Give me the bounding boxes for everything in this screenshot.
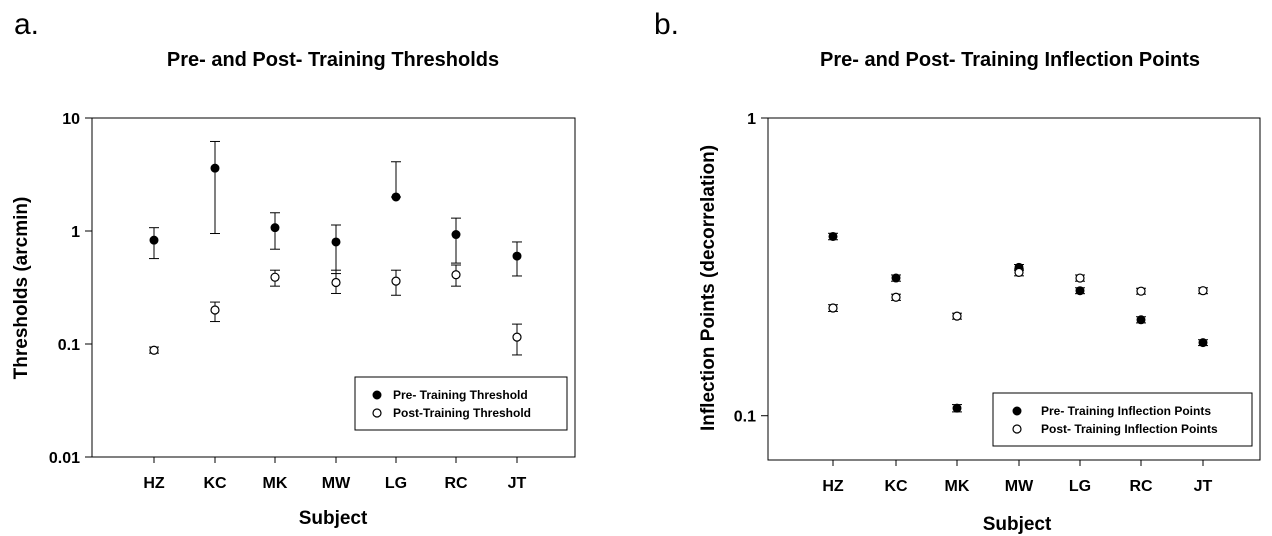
chart-a-x-axis-label: Subject	[299, 508, 368, 529]
chart-b-y-axis-label: Inflection Points (decorrelation)	[698, 145, 719, 431]
x-tick-label: RC	[1129, 478, 1153, 495]
data-point-pre	[331, 237, 341, 247]
x-tick-label: JT	[1194, 478, 1213, 495]
y-tick-label: 1	[747, 111, 756, 128]
panel-b-letter: b.	[654, 8, 679, 41]
x-tick-label: MK	[263, 475, 288, 492]
chart-a-y-ticks: 0.01 0.1 1 10	[49, 111, 92, 467]
legend-b-pre-label: Pre- Training Inflection Points	[1041, 404, 1211, 418]
legend-a-pre-label: Pre- Training Threshold	[393, 388, 528, 402]
x-tick-label: MW	[1005, 478, 1034, 495]
data-point-post	[149, 345, 159, 355]
y-tick-label: 0.1	[58, 337, 80, 354]
data-point-post	[210, 305, 220, 315]
data-point-post	[512, 332, 522, 342]
data-point-pre	[149, 235, 159, 245]
data-point-pre	[270, 223, 280, 233]
chart-b-legend-box	[992, 392, 1253, 447]
chart-a-title: Pre- and Post- Training Thresholds	[167, 49, 499, 71]
chart-a-x-ticks: HZ KC MK MW LG RC JT	[143, 457, 527, 492]
x-tick-label: MW	[322, 475, 351, 492]
error-bar	[391, 161, 401, 198]
chart-b-marks	[828, 231, 1208, 413]
data-point-post	[451, 270, 461, 280]
x-tick-label: MK	[945, 478, 970, 495]
data-point-pre	[512, 251, 522, 261]
x-tick-label: RC	[444, 475, 468, 492]
y-tick-label: 0.01	[49, 450, 80, 467]
x-tick-label: LG	[385, 475, 407, 492]
legend-a-post-label: Post-Training Threshold	[393, 406, 531, 420]
y-tick-label: 1	[71, 224, 80, 241]
error-bar	[451, 217, 461, 264]
error-bar	[331, 224, 341, 275]
data-point-pre	[451, 230, 461, 240]
data-point-post	[828, 303, 838, 313]
data-point-pre	[828, 231, 838, 241]
data-point-post	[1075, 273, 1085, 283]
data-point-post	[1136, 286, 1146, 296]
data-point-pre	[952, 403, 962, 413]
data-point-pre	[891, 273, 901, 283]
chart-a-legend: Pre- Training Threshold Post-Training Th…	[354, 376, 568, 431]
chart-b-title: Pre- and Post- Training Inflection Point…	[820, 49, 1200, 71]
chart-b-x-axis-label: Subject	[983, 514, 1052, 535]
chart-b-x-ticks: HZ KC MK MW LG RC JT	[822, 460, 1213, 495]
legend-a-post-marker	[372, 408, 382, 418]
chart-a-y-axis-label: Thresholds (arcmin)	[11, 197, 32, 380]
chart-b-y-ticks: 0.11	[734, 111, 768, 426]
y-tick-label: 0.1	[734, 409, 756, 426]
data-point-post	[391, 276, 401, 286]
x-tick-label: KC	[884, 478, 908, 495]
data-point-pre	[1075, 286, 1085, 296]
chart-a-legend-box	[354, 376, 568, 431]
chart-b-plot-frame	[767, 117, 1261, 461]
x-tick-label: JT	[508, 475, 527, 492]
data-point-pre	[210, 163, 220, 173]
x-tick-label: KC	[203, 475, 227, 492]
error-bar	[210, 140, 220, 235]
chart-panel-a: a. Pre- and Post- Training Thresholds 0.…	[11, 8, 576, 529]
x-tick-label: LG	[1069, 478, 1091, 495]
chart-b-legend: Pre- Training Inflection Points Post- Tr…	[992, 392, 1253, 447]
data-point-pre	[1198, 338, 1208, 348]
x-tick-label: HZ	[143, 475, 165, 492]
panel-a-letter: a.	[14, 8, 39, 41]
data-point-post	[1014, 267, 1024, 277]
chart-a-plot-frame	[91, 117, 576, 458]
legend-a-pre-marker	[372, 390, 382, 400]
legend-b-post-label: Post- Training Inflection Points	[1041, 422, 1218, 436]
data-point-post	[1198, 286, 1208, 296]
data-point-post	[891, 292, 901, 302]
chart-a-marks	[149, 140, 522, 356]
chart-panel-b: b. Pre- and Post- Training Inflection Po…	[654, 8, 1261, 535]
data-point-post	[270, 272, 280, 282]
x-tick-label: HZ	[822, 478, 844, 495]
data-point-pre	[391, 192, 401, 202]
legend-b-post-marker	[1012, 424, 1022, 434]
data-point-post	[952, 311, 962, 321]
data-point-pre	[1136, 315, 1146, 325]
data-point-post	[331, 277, 341, 288]
y-tick-label: 10	[62, 111, 80, 128]
legend-b-pre-marker	[1012, 406, 1022, 416]
